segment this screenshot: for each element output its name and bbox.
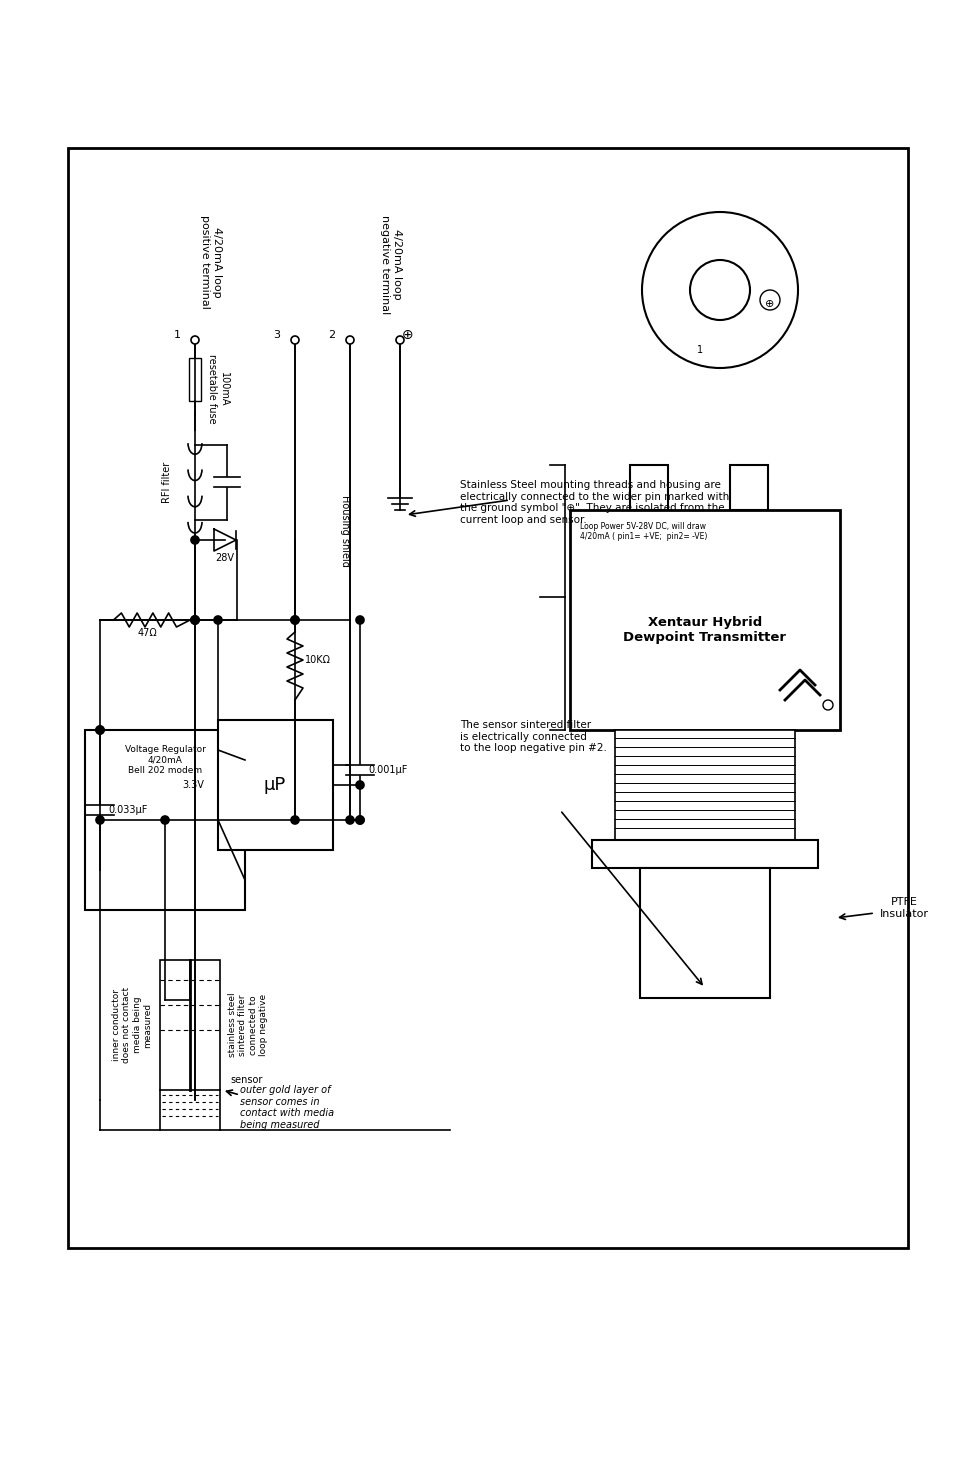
Circle shape xyxy=(96,816,104,825)
Text: outer gold layer of
sensor comes in
contact with media
being measured: outer gold layer of sensor comes in cont… xyxy=(240,1086,334,1130)
Bar xyxy=(160,960,220,1090)
Text: 1: 1 xyxy=(697,345,702,355)
Text: 10KΩ: 10KΩ xyxy=(305,655,331,665)
Text: ⊕: ⊕ xyxy=(402,327,414,342)
Text: Loop Power 5V-28V DC, will draw
4/20mA ( pin1= +VE;  pin2= -VE): Loop Power 5V-28V DC, will draw 4/20mA (… xyxy=(579,522,706,541)
Text: 100mA
resetable fuse: 100mA resetable fuse xyxy=(207,354,229,423)
Bar xyxy=(729,465,767,510)
Text: ⊕: ⊕ xyxy=(764,299,774,308)
Circle shape xyxy=(760,291,780,310)
Text: 1: 1 xyxy=(173,330,180,341)
Circle shape xyxy=(355,617,364,624)
Text: PTFE
Insulator: PTFE Insulator xyxy=(879,897,928,919)
Circle shape xyxy=(641,212,797,367)
Circle shape xyxy=(96,726,104,735)
Text: Stainless Steel mounting threads and housing are
electrically connected to the w: Stainless Steel mounting threads and hou… xyxy=(459,479,728,525)
Text: 3: 3 xyxy=(274,330,280,341)
Bar xyxy=(68,148,907,1248)
Text: sensor: sensor xyxy=(230,1075,262,1086)
Text: RFI filter: RFI filter xyxy=(162,462,172,503)
Bar xyxy=(189,358,201,401)
Circle shape xyxy=(291,617,298,624)
Text: inner conductor
does not contact
media being
measured: inner conductor does not contact media b… xyxy=(112,987,152,1063)
Text: 4/20mA loop
negative terminal: 4/20mA loop negative terminal xyxy=(379,215,401,314)
Circle shape xyxy=(191,617,199,624)
Bar xyxy=(729,308,749,319)
Bar xyxy=(569,510,840,730)
Bar xyxy=(615,730,794,839)
Bar xyxy=(629,465,667,510)
Text: 2: 2 xyxy=(328,330,335,341)
Circle shape xyxy=(355,816,364,825)
Circle shape xyxy=(346,336,354,344)
Text: 28V: 28V xyxy=(215,553,234,563)
Bar xyxy=(592,839,817,867)
Text: Housing shield: Housing shield xyxy=(339,496,350,566)
Text: 4/20mA loop
positive terminal: 4/20mA loop positive terminal xyxy=(200,215,221,308)
Circle shape xyxy=(291,617,298,624)
Circle shape xyxy=(191,336,199,344)
Bar xyxy=(691,308,711,319)
Circle shape xyxy=(822,701,832,709)
Circle shape xyxy=(291,336,298,344)
Circle shape xyxy=(191,535,199,544)
Circle shape xyxy=(355,816,364,825)
Circle shape xyxy=(346,816,354,825)
Bar xyxy=(691,270,711,280)
Circle shape xyxy=(191,617,199,624)
Circle shape xyxy=(355,780,364,789)
Text: 3.3V: 3.3V xyxy=(182,780,204,791)
Text: μP: μP xyxy=(264,776,286,794)
Circle shape xyxy=(213,617,222,624)
Text: Voltage Regulator
4/20mA
Bell 202 modem: Voltage Regulator 4/20mA Bell 202 modem xyxy=(125,745,205,774)
Text: Xentaur Hybrid
Dewpoint Transmitter: Xentaur Hybrid Dewpoint Transmitter xyxy=(623,617,785,645)
Text: stainless steel
sintered filter
connected to
loop negative: stainless steel sintered filter connecte… xyxy=(228,993,268,1058)
Bar xyxy=(218,720,333,850)
Text: The sensor sintered filter
is electrically connected
to the loop negative pin #2: The sensor sintered filter is electrical… xyxy=(459,720,606,754)
Circle shape xyxy=(291,816,298,825)
Text: 0.001μF: 0.001μF xyxy=(368,766,407,774)
Circle shape xyxy=(395,336,403,344)
Circle shape xyxy=(96,726,104,735)
Text: 0.033μF: 0.033μF xyxy=(108,805,147,816)
Bar xyxy=(85,730,245,910)
Bar xyxy=(639,867,769,999)
Bar xyxy=(729,270,749,280)
Circle shape xyxy=(161,816,169,825)
Circle shape xyxy=(191,617,199,624)
Text: 47Ω: 47Ω xyxy=(137,628,156,639)
Circle shape xyxy=(689,260,749,320)
